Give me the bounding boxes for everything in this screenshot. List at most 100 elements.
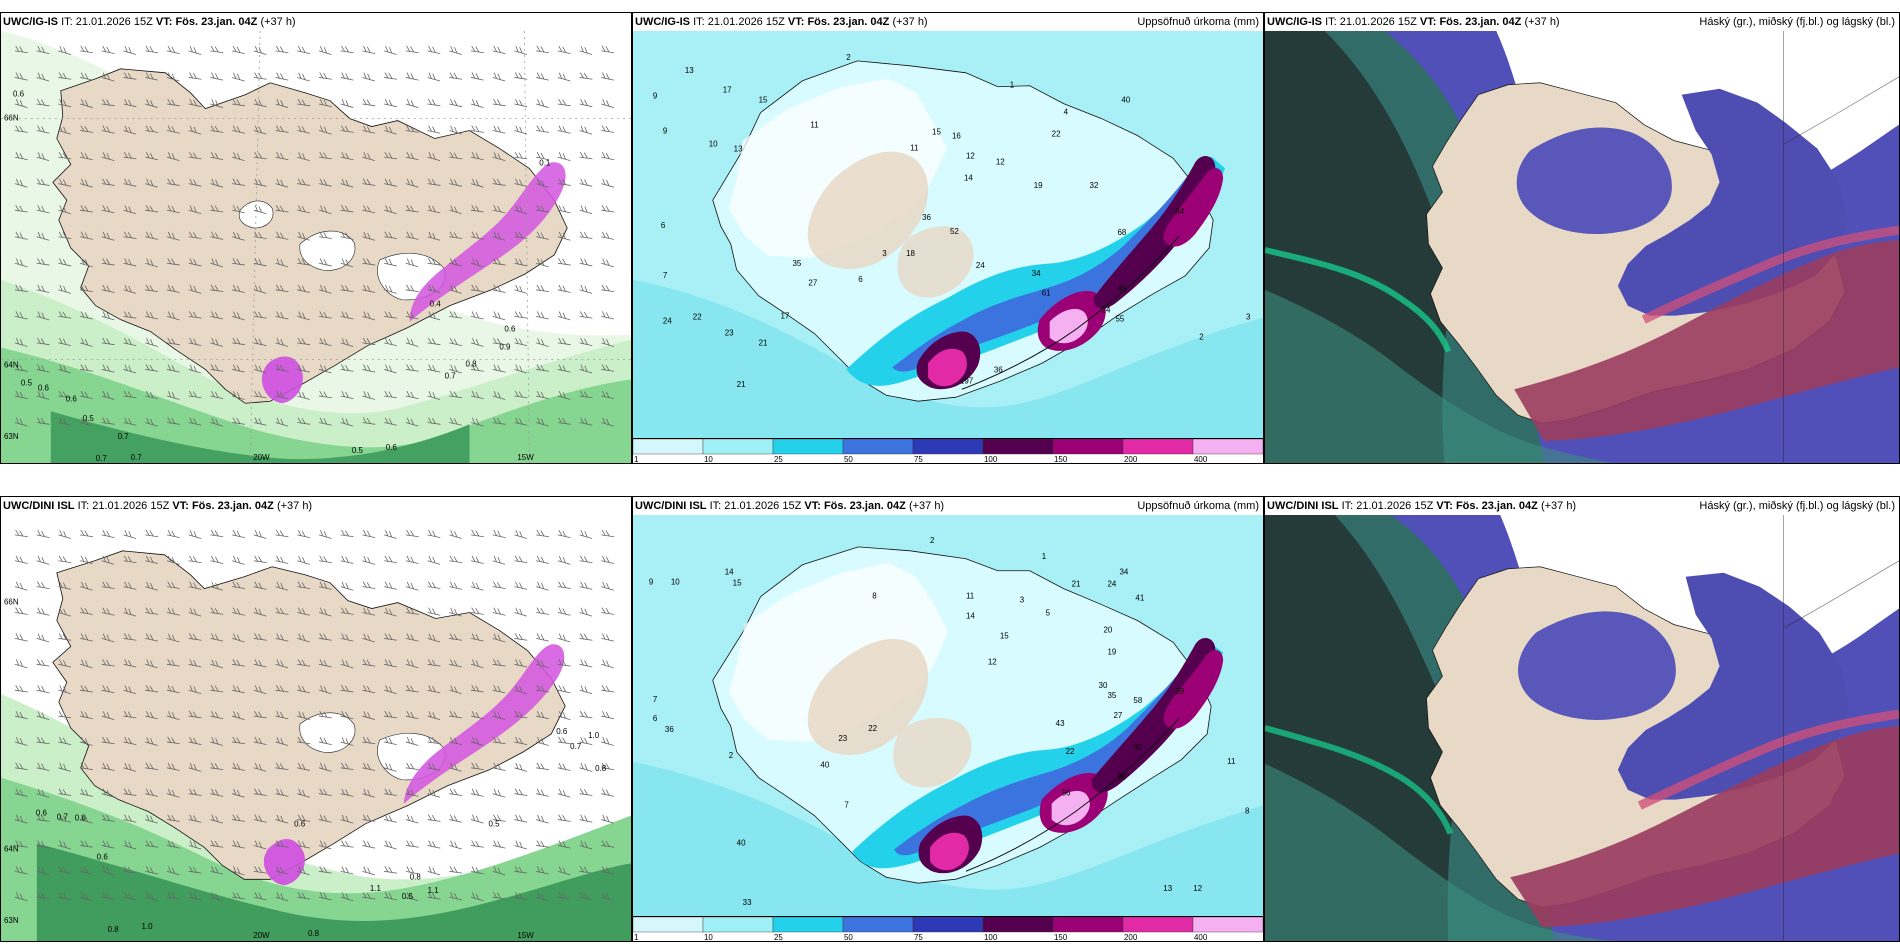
wind-barb-feather bbox=[384, 258, 389, 265]
wind-barb-shaft bbox=[80, 209, 93, 213]
value-label: 12 bbox=[1193, 884, 1202, 893]
wind-barb-shaft bbox=[601, 342, 614, 347]
wind-barb-feather bbox=[432, 205, 436, 213]
wind-barb-shaft bbox=[384, 50, 397, 55]
wind-barb-feather bbox=[62, 556, 67, 563]
wind-barb-feather bbox=[345, 711, 349, 718]
wind-barb bbox=[36, 814, 50, 822]
wind-barb-feather bbox=[297, 529, 302, 536]
wind-barb-shaft bbox=[14, 289, 28, 292]
wind-barb bbox=[427, 45, 441, 54]
wind-barb-feather bbox=[145, 72, 150, 79]
wind-barb bbox=[253, 417, 267, 426]
wind-barb-feather bbox=[385, 284, 389, 292]
value-label: 11 bbox=[910, 143, 919, 152]
wind-barb-feather bbox=[388, 311, 393, 318]
wind-barb-feather bbox=[606, 893, 610, 900]
wind-barb bbox=[470, 364, 484, 372]
wind-barb-feather bbox=[601, 788, 606, 795]
wind-barb-feather bbox=[410, 815, 414, 822]
wind-barb-feather bbox=[475, 391, 480, 398]
wind-barb-shaft bbox=[166, 209, 180, 214]
wind-barb-feather bbox=[406, 125, 411, 132]
wind-barb-feather bbox=[558, 337, 563, 344]
wind-barb-feather bbox=[236, 205, 241, 213]
wind-barb bbox=[79, 178, 93, 188]
wind-barb-feather bbox=[323, 179, 328, 186]
wind-barb-feather bbox=[59, 814, 63, 821]
wind-barb-shaft bbox=[275, 819, 289, 824]
model-name: UWC/DINI ISL bbox=[1267, 500, 1339, 512]
wind-barb bbox=[210, 390, 224, 400]
wind-barb-shaft bbox=[601, 156, 615, 161]
wind-barb-feather bbox=[431, 737, 436, 744]
purple-cell bbox=[263, 839, 305, 886]
wind-barb-feather bbox=[193, 126, 197, 133]
wind-barb-shaft bbox=[58, 369, 71, 374]
wind-barb bbox=[188, 840, 202, 850]
wind-barb-feather bbox=[540, 738, 545, 745]
value-labels: 0.6 0.5 0.6 0.6 0.5 0.7 0.7 0.7 0.5 0.6 … bbox=[13, 90, 551, 463]
wind-barb-feather bbox=[319, 892, 324, 899]
wind-barb-shaft bbox=[449, 395, 463, 399]
wind-barb-feather bbox=[58, 231, 63, 238]
wind-barb bbox=[405, 633, 419, 642]
legend-color-box bbox=[842, 917, 914, 933]
wind-barb-shaft bbox=[36, 845, 50, 849]
wind-barb-feather bbox=[189, 866, 193, 873]
wind-barb-shaft bbox=[123, 395, 137, 399]
wind-barb-feather bbox=[106, 685, 110, 693]
map-area bbox=[1265, 31, 1899, 463]
wind-barb-feather bbox=[167, 633, 172, 640]
wind-barb-feather bbox=[145, 284, 150, 291]
wind-barb-shaft bbox=[405, 689, 419, 693]
wind-barb-shaft bbox=[210, 638, 224, 642]
wind-barb-feather bbox=[124, 45, 128, 53]
wind-barb bbox=[601, 337, 614, 347]
wind-barb-feather bbox=[171, 814, 176, 821]
wind-barb-feather bbox=[384, 788, 389, 795]
legend-color-box bbox=[1192, 917, 1263, 933]
wind-barb-shaft bbox=[579, 896, 593, 901]
wind-barb-feather bbox=[406, 311, 411, 318]
wind-barb-feather bbox=[258, 206, 262, 213]
legend-tick-label: 10 bbox=[704, 455, 713, 463]
value-label: 0.6 bbox=[38, 383, 50, 392]
wind-barb-feather bbox=[150, 893, 154, 900]
wind-barb-feather bbox=[232, 205, 237, 212]
wind-barb-feather bbox=[84, 100, 89, 107]
wind-barb-feather bbox=[149, 556, 154, 563]
wind-barb-feather bbox=[319, 736, 324, 743]
wind-barb bbox=[145, 337, 158, 347]
wind-band-dark bbox=[36, 843, 631, 941]
wind-barb-feather bbox=[149, 711, 154, 718]
wind-barb bbox=[188, 98, 202, 108]
wind-barb-shaft bbox=[232, 422, 246, 425]
wind-barb bbox=[79, 814, 93, 824]
wind-barb-feather bbox=[605, 867, 610, 874]
wind-barb bbox=[340, 178, 354, 188]
wind-barb bbox=[492, 866, 506, 876]
wind-barb bbox=[362, 98, 376, 107]
wind-barb bbox=[405, 417, 419, 427]
wind-barb-feather bbox=[106, 338, 111, 345]
wind-barb-feather bbox=[106, 634, 110, 641]
wind-barb-feather bbox=[558, 685, 563, 692]
wind-barb-feather bbox=[497, 338, 501, 345]
wind-barb bbox=[145, 892, 158, 902]
wind-barb-feather bbox=[449, 72, 454, 79]
wind-barb-feather bbox=[189, 814, 193, 821]
wind-barb-feather bbox=[106, 417, 111, 424]
wind-barb-feather bbox=[258, 608, 262, 615]
wind-barb-shaft bbox=[123, 209, 137, 215]
wind-barb-feather bbox=[562, 179, 567, 185]
wind-barb-shaft bbox=[340, 638, 354, 642]
wind-barb-feather bbox=[254, 529, 259, 537]
wind-barb bbox=[514, 178, 528, 187]
wind-barb-feather bbox=[537, 337, 541, 345]
wind-barb-shaft bbox=[470, 342, 484, 347]
precip-cell-150 bbox=[1163, 168, 1224, 247]
value-label: 36 bbox=[922, 213, 931, 222]
precip-legend: 1 10 25 50 75 100 150 200 400 bbox=[633, 916, 1263, 941]
wind-barb-feather bbox=[145, 529, 150, 536]
